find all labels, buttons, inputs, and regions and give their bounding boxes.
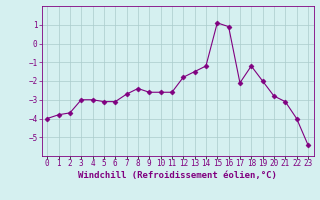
X-axis label: Windchill (Refroidissement éolien,°C): Windchill (Refroidissement éolien,°C)	[78, 171, 277, 180]
